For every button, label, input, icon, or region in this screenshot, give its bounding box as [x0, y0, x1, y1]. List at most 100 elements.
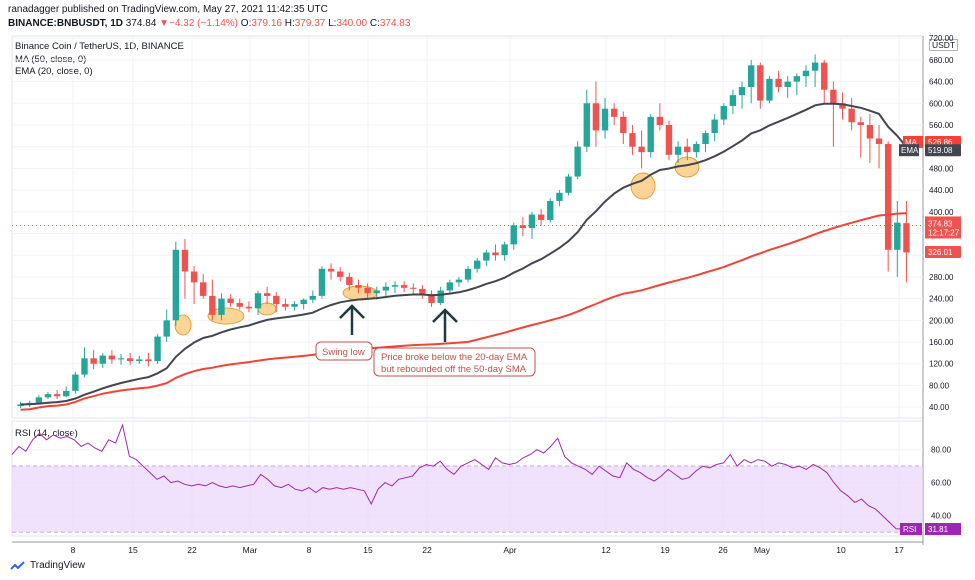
ema-tag-label-bg: [899, 144, 919, 157]
rsi-band: [12, 466, 923, 532]
note-line-2: but rebounded off the 50-day SMA: [381, 364, 527, 375]
candle: [245, 306, 253, 309]
candle: [528, 214, 536, 229]
candle: [99, 355, 106, 364]
y-tick-label: 280.00: [929, 273, 954, 282]
y-tick-label: 600.00: [929, 99, 954, 108]
last-tag-bg: [925, 216, 961, 239]
open-label: O:: [240, 18, 252, 29]
y-tick-label: 720.00: [929, 34, 954, 43]
y-tick-label: 120.00: [929, 360, 954, 369]
candle: [428, 294, 435, 303]
currency-badge[interactable]: USDT: [929, 39, 959, 51]
candle: [556, 192, 563, 201]
publisher-line: ranadagger published on TradingView.com,…: [8, 4, 328, 15]
rsi-name-bg: [900, 523, 922, 536]
y-tick-label: 680.00: [929, 56, 954, 65]
rsi-legend[interactable]: RSI (14, close): [15, 428, 78, 439]
rsi-name: RSI: [903, 525, 916, 534]
candle: [154, 336, 161, 362]
candle: [793, 76, 801, 82]
candle: [200, 282, 207, 296]
high-label: H:: [284, 18, 295, 29]
candle: [90, 358, 97, 364]
candle: [665, 124, 673, 155]
x-tick-label: 26: [718, 545, 728, 555]
highlight-ellipse: [207, 307, 245, 325]
candle: [702, 133, 709, 144]
candle: [437, 290, 444, 303]
brand-label: TradingView: [30, 560, 86, 571]
chart-title: Binance Coin / TetherUS, 1D, BINANCE: [15, 41, 184, 52]
candle: [784, 81, 791, 88]
rsi-tick-label: 40.00: [931, 512, 952, 521]
tradingview-logo-icon: [10, 560, 25, 570]
tradingview-logo[interactable]: TradingView: [10, 560, 85, 571]
candle: [501, 244, 508, 256]
candle: [839, 103, 846, 109]
candle: [53, 394, 61, 397]
ohlc-line: BINANCE:BNBUSDT, 1D 374.84 ▼−4.32 (−1.14…: [8, 18, 410, 29]
candle: [346, 276, 353, 286]
x-tick-label: May: [754, 545, 771, 555]
candle: [382, 286, 390, 291]
candle: [519, 225, 527, 229]
x-tick-label: 10: [836, 545, 846, 555]
rsi-tick-label: 80.00: [931, 446, 952, 455]
rsi-tag-bg: [925, 523, 961, 536]
highlight-ellipse: [630, 172, 656, 200]
candle: [811, 62, 819, 71]
y-tick-label: 480.00: [929, 164, 954, 173]
candle: [601, 108, 609, 131]
candle: [273, 295, 280, 305]
candle: [848, 108, 855, 123]
last-price: 374.84: [125, 18, 157, 29]
candle: [857, 122, 864, 125]
candle: [592, 103, 600, 131]
candle: [647, 116, 654, 153]
y-tick-label: 40.00: [929, 403, 950, 412]
candle: [190, 271, 198, 283]
low-label: L:: [328, 18, 337, 29]
candle: [537, 214, 545, 220]
candle: [510, 225, 517, 245]
low-tag: 326.01: [928, 248, 953, 257]
y-tick-label: 80.00: [929, 381, 950, 390]
candle: [547, 200, 554, 220]
x-tick-label: 12: [601, 545, 611, 555]
ma-tag-label: MA: [905, 138, 918, 147]
candle: [711, 119, 718, 134]
low-value: 340.00: [336, 18, 368, 29]
candle: [766, 78, 773, 101]
y-tick-label: 160.00: [929, 338, 954, 347]
candle: [17, 404, 24, 407]
x-tick-label: 22: [187, 545, 197, 555]
candle: [894, 222, 901, 250]
swing-low-label: Swing low: [322, 347, 365, 358]
annotations: [174, 156, 700, 336]
note-line-1: Price broke below the 20-day EMA: [381, 352, 528, 363]
candle: [145, 359, 152, 362]
change-value: −4.32 (−1.14%): [169, 18, 239, 29]
candle: [565, 176, 572, 193]
candle: [875, 138, 883, 144]
candle: [108, 355, 116, 360]
ema-legend[interactable]: EMA (20, close, 0): [15, 66, 93, 77]
candle: [729, 95, 737, 106]
symbol-label: BINANCE:BNBUSDT, 1D: [8, 18, 124, 29]
y-tick-label: 440.00: [929, 186, 954, 195]
candle: [821, 62, 828, 90]
candle: [126, 358, 134, 362]
candle: [181, 249, 189, 272]
candle: [63, 390, 70, 397]
candle: [884, 143, 892, 250]
ma-line: [20, 212, 907, 411]
candle: [483, 252, 490, 261]
candle: [117, 358, 125, 360]
candle: [136, 359, 143, 362]
y-tick-label: 240.00: [929, 295, 954, 304]
candle: [775, 78, 782, 88]
candle: [656, 116, 664, 125]
grid: [11, 35, 924, 545]
